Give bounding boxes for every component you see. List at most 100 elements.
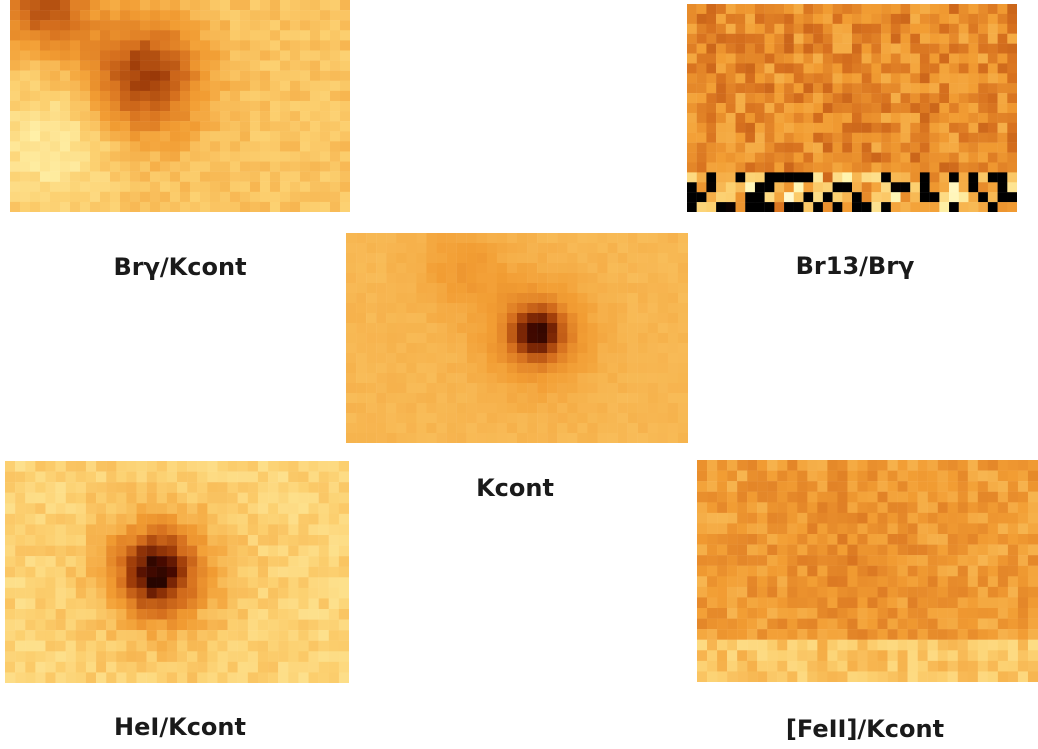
map-pixel [40,90,51,102]
map-pixel [60,50,71,61]
map-pixel [696,63,707,74]
map-pixel [476,393,488,404]
map-pixel [745,112,756,124]
map-pixel [100,131,111,142]
map-pixel [50,50,61,61]
map-pixel [797,629,808,640]
map-pixel [338,556,349,567]
map-pixel [160,100,171,112]
map-pixel [150,181,161,193]
map-pixel [247,545,259,557]
map-pixel [476,293,488,304]
map-pixel [110,100,121,112]
map-pixel [813,83,824,94]
map-pixel [937,629,948,640]
map-pixel [919,152,930,163]
map-pixel [227,598,238,610]
map-pixel [110,131,121,142]
map-pixel [797,470,808,482]
map-pixel [166,503,178,515]
map-pixel [587,363,598,374]
map-pixel [456,433,467,443]
map-pixel [227,609,238,620]
map-pixel [967,629,979,640]
map-pixel [967,565,979,577]
map-pixel [1017,576,1029,588]
map-pixel [547,243,558,254]
map-pixel [877,629,888,640]
map-pixel [627,253,638,264]
hei-kcont-label: HeI/Kcont [114,713,246,741]
map-pixel [416,293,427,304]
map-pixel [15,524,26,536]
map-pixel [60,141,71,152]
map-pixel [496,233,508,244]
map-pixel [260,0,271,11]
map-pixel [320,20,331,31]
map-pixel [170,0,181,11]
map-pixel [917,470,928,482]
map-pixel [907,523,918,535]
map-pixel [725,152,736,163]
map-pixel [268,587,279,599]
map-pixel [220,100,231,112]
map-pixel [907,534,918,545]
map-pixel [310,50,321,61]
map-pixel [187,619,198,631]
map-pixel [506,373,518,384]
map-pixel [207,471,218,483]
map-pixel [340,80,350,92]
map-pixel [737,544,748,556]
map-pixel [257,503,269,515]
map-pixel [110,20,121,31]
map-pixel [837,629,848,640]
map-pixel [725,122,736,133]
map-pixel [150,20,161,31]
map-pixel [696,132,707,143]
map-pixel [346,433,357,443]
map-pixel [947,470,958,482]
map-pixel [737,586,748,598]
map-pixel [897,470,908,482]
map-pixel [476,423,488,434]
map-pixel [10,171,21,182]
map-pixel [55,598,66,610]
map-pixel [207,672,218,683]
map-pixel [35,513,46,525]
map-pixel [547,323,558,334]
map-pixel [842,63,853,74]
map-pixel [861,132,872,143]
map-pixel [96,587,107,599]
map-pixel [787,576,798,588]
map-pixel [587,403,598,414]
map-pixel [667,353,679,364]
map-pixel [318,461,329,472]
map-pixel [160,181,171,193]
map-pixel [227,619,238,631]
map-pixel [396,303,407,314]
map-pixel [150,171,161,182]
map-pixel [937,555,948,566]
map-pixel [696,73,707,84]
map-pixel [25,598,36,610]
map-pixel [947,660,958,672]
map-pixel [5,471,16,483]
map-pixel [871,162,882,173]
map-pixel [318,577,329,589]
map-pixel [919,112,930,124]
map-pixel [406,433,417,443]
map-pixel [887,502,898,514]
map-pixel [200,0,211,11]
map-pixel [466,303,477,314]
map-pixel [65,619,77,631]
map-pixel [230,20,241,31]
map-pixel [166,471,178,483]
map-pixel [160,141,171,152]
map-pixel [837,544,848,556]
map-pixel [310,191,321,203]
map-pixel [927,460,938,471]
map-pixel [822,172,833,183]
map-pixel [106,630,117,641]
map-pixel [318,598,329,610]
map-pixel [890,162,901,173]
